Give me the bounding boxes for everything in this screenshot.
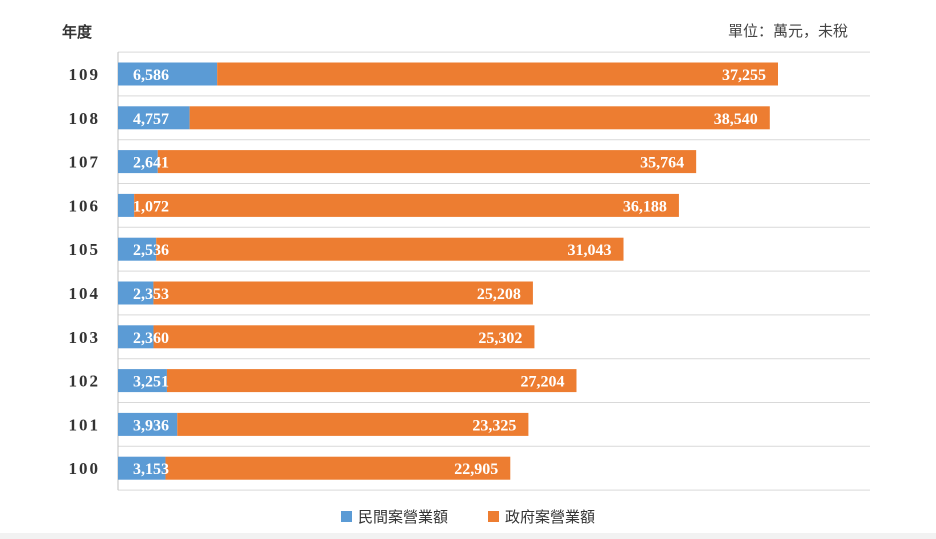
legend-item-private[interactable]: 民間案營業額	[340, 506, 448, 527]
data-label-private: 3,153	[133, 461, 169, 478]
unit-note: 單位：萬元，未稅	[727, 22, 848, 40]
bar-government	[157, 150, 697, 174]
data-label-government: 27,204	[520, 374, 564, 391]
bar-private	[118, 62, 218, 86]
data-label-private: 1,072	[133, 198, 169, 215]
category-label: 105	[69, 240, 101, 259]
data-label-private: 4,757	[133, 111, 169, 128]
stacked-bar-chart: 109 6,586 37,255 108 4,757 38,540 107 2,641 35,7…	[69, 51, 870, 491]
bar-private	[118, 281, 154, 305]
bar-government	[153, 325, 535, 349]
y-axis-title: 年度	[62, 23, 93, 41]
legend: 民間案營業額 政府案營業額	[0, 506, 936, 527]
legend-label-private: 民間案營業額	[357, 508, 448, 526]
legend-swatch-government	[488, 511, 499, 522]
bar-government	[156, 237, 624, 261]
data-label-government: 36,188	[623, 198, 667, 215]
bar-private	[118, 106, 190, 130]
category-label: 102	[69, 372, 101, 391]
bar-private	[118, 456, 166, 480]
data-label-private: 2,360	[133, 330, 169, 347]
data-label-government: 22,905	[454, 461, 498, 478]
bar-government	[177, 412, 529, 436]
data-label-government: 38,540	[714, 111, 758, 128]
bar-private	[118, 412, 178, 436]
category-label: 106	[69, 196, 101, 215]
category-label: 100	[69, 459, 101, 478]
data-label-private: 6,586	[133, 67, 169, 84]
data-label-private: 2,641	[133, 155, 169, 172]
bar-government	[153, 281, 533, 305]
bar-government	[166, 369, 577, 393]
data-label-government: 31,043	[568, 242, 612, 259]
data-label-government: 37,255	[722, 67, 766, 84]
data-label-government: 35,764	[640, 155, 684, 172]
category-label: 103	[69, 328, 101, 347]
legend-label-government: 政府案營業額	[505, 508, 596, 526]
bar-private	[118, 369, 167, 393]
data-label-private: 3,936	[133, 417, 169, 434]
bar-government	[134, 193, 679, 217]
data-label-private: 2,536	[133, 242, 169, 259]
legend-item-government[interactable]: 政府案營業額	[488, 506, 595, 527]
category-label: 101	[69, 415, 101, 434]
data-label-government: 25,208	[477, 286, 521, 303]
bar-government	[189, 106, 770, 130]
bar-private	[118, 193, 135, 217]
category-label: 108	[69, 109, 101, 128]
legend-swatch-private	[340, 511, 352, 522]
data-label-government: 25,302	[478, 330, 522, 347]
bar-government	[217, 62, 778, 86]
bar-private	[118, 237, 157, 261]
data-label-private: 3,251	[133, 374, 169, 391]
bar-private	[118, 150, 158, 174]
data-label-government: 23,325	[472, 417, 516, 434]
background-strip	[0, 533, 936, 539]
data-label-private: 2,353	[133, 286, 169, 303]
category-label: 107	[69, 153, 101, 172]
bar-private	[118, 325, 154, 349]
category-label: 104	[69, 284, 101, 303]
bar-government	[165, 456, 511, 480]
category-label: 109	[69, 65, 101, 84]
